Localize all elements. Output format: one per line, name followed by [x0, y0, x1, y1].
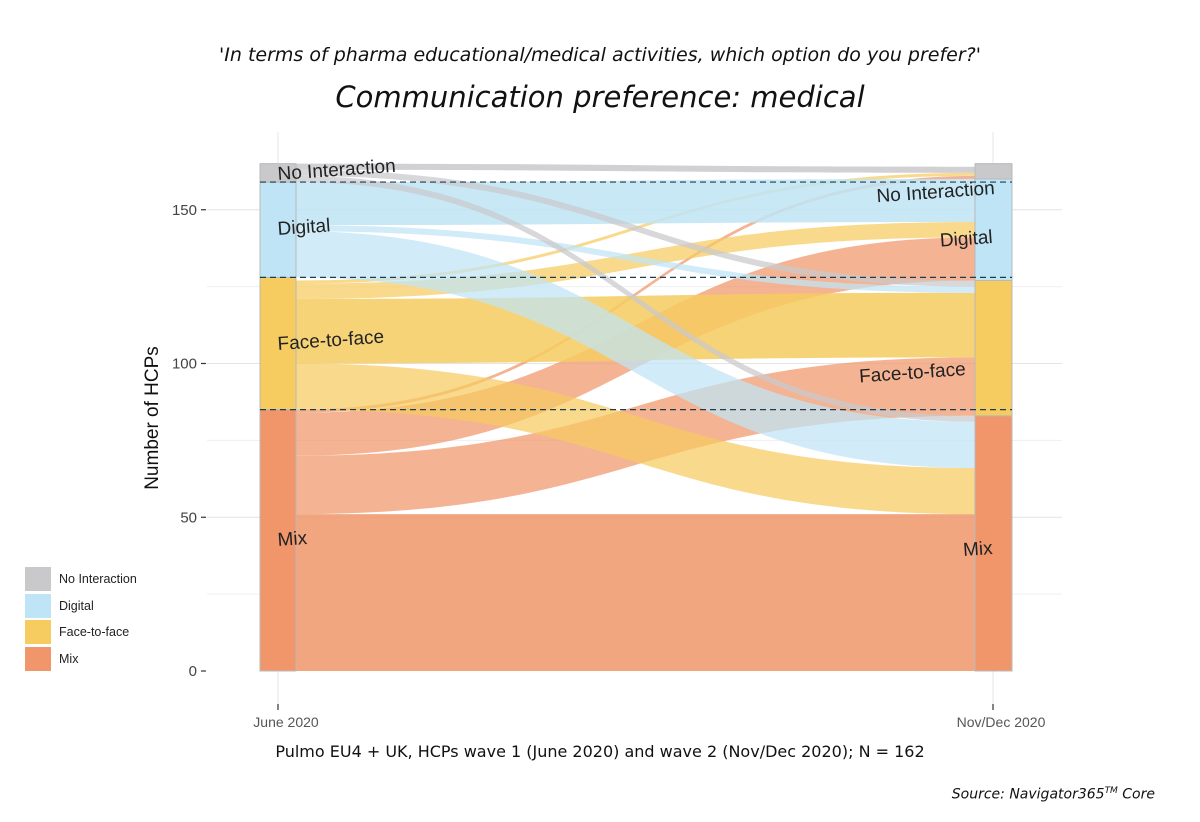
y-axis-title: Number of HCPs [142, 346, 163, 490]
stratum-label-no-interaction: No Interaction [277, 156, 396, 185]
flow-layer [296, 163, 975, 671]
flow-digital-to-face-to-face [296, 225, 975, 293]
flow-no-interaction-to-face-to-face [296, 169, 975, 287]
flow-digital-to-mix [296, 231, 975, 469]
flow-no-interaction-to-mix [296, 175, 975, 422]
legend-swatch [25, 620, 51, 645]
stratum-label-mix: Mix [277, 528, 308, 551]
legend-label: Digital [59, 598, 94, 613]
flow-mix-to-no-interaction [296, 175, 975, 413]
chart-subtitle: Pulmo EU4 + UK, HCPs wave 1 (June 2020) … [275, 742, 925, 761]
y-tick-label: 0 [189, 663, 197, 680]
chart-question: 'In terms of pharma educational/medical … [219, 44, 981, 66]
flow-face-to-face-to-mix [296, 363, 975, 515]
stratum-left-digital [259, 181, 297, 278]
legend-swatch [25, 567, 51, 592]
chart-title: Communication preference: medical [335, 80, 865, 114]
legend-swatch [25, 646, 51, 671]
legend-label: No Interaction [59, 572, 137, 587]
stratum-layer [259, 163, 1013, 672]
legend-swatch [25, 593, 51, 618]
stratum-label-digital: Digital [939, 227, 993, 252]
axis-layer: 0 50 100 150 June 2020 Nov/Dec 2020 Number of … [142, 202, 1046, 730]
flow-digital-to-digital [296, 179, 975, 226]
stratum-label-mix: Mix [962, 538, 993, 561]
flow-no-interaction-to-no-interaction [296, 163, 975, 173]
flow-mix-to-mix [296, 514, 975, 671]
y-tick-label: 50 [180, 509, 197, 526]
legend-label: Mix [59, 651, 79, 666]
y-tick-label: 100 [172, 356, 197, 373]
x-tick-label: June 2020 [253, 714, 319, 730]
source-note: Source: Navigator365TM Core [952, 786, 1155, 803]
legend-item: No Interaction [25, 566, 137, 593]
legend-label: Face-to-face [59, 625, 130, 640]
legend-item: Mix [25, 646, 137, 673]
dashed-lines [260, 181, 1012, 411]
legend: No Interaction Digital Face-to-face Mix [25, 566, 137, 672]
stratum-right-no-interaction [974, 163, 1013, 180]
stratum-right-digital [974, 178, 1013, 281]
stratum-left-mix [259, 409, 297, 672]
stratum-label-digital: Digital [277, 215, 331, 240]
legend-item: Digital [25, 593, 137, 620]
source-text: Source: Navigator365 [951, 786, 1105, 803]
x-tick-label: Nov/Dec 2020 [957, 714, 1046, 730]
stratum-left-no-interaction [259, 163, 297, 183]
legend-item: Face-to-face [25, 619, 137, 646]
stratum-right-face-to-face [974, 279, 1013, 417]
stratum-right-mix [974, 415, 1013, 672]
y-tick-label: 150 [172, 202, 197, 219]
source-suffix: Core [1117, 786, 1155, 803]
stratum-left-face-to-face [259, 276, 297, 411]
trademark: TM [1104, 786, 1118, 796]
